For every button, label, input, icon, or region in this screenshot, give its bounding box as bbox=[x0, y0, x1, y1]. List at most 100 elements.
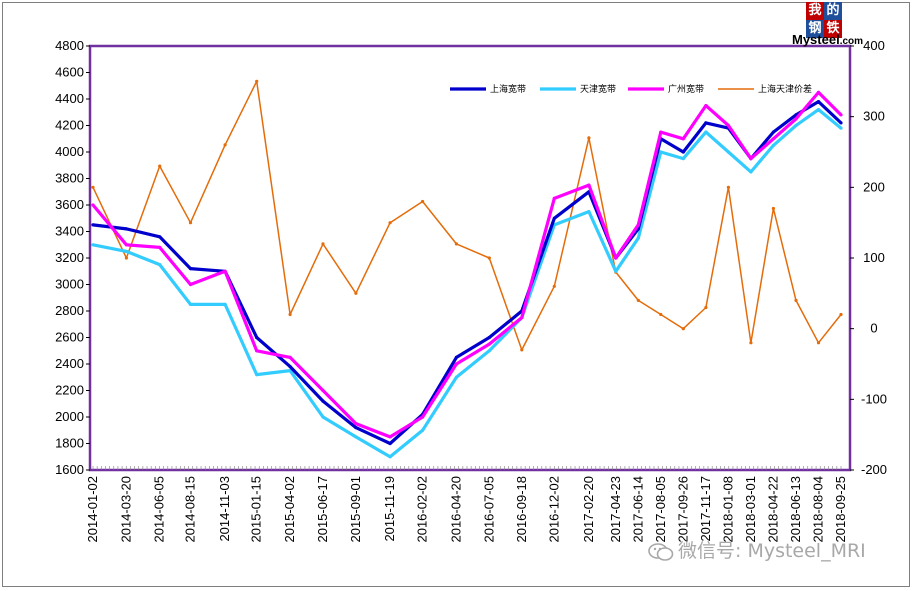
x-tick-label: 2016-12-02 bbox=[546, 476, 561, 543]
data-point bbox=[454, 242, 458, 246]
data-point bbox=[816, 90, 821, 94]
data-point bbox=[771, 130, 776, 134]
y-tick-label: 2600 bbox=[55, 330, 84, 345]
data-point bbox=[321, 388, 325, 393]
logo-suffix: .com bbox=[839, 36, 864, 47]
data-point bbox=[354, 291, 358, 295]
data-point bbox=[354, 426, 358, 430]
wechat-watermark: 微信号: Mysteel_MRI bbox=[648, 536, 866, 563]
x-tick-label: 2017-11-17 bbox=[698, 476, 713, 542]
data-point bbox=[681, 157, 685, 161]
legend: 上海宽带 天津宽带 广州宽带 上海天津价差 bbox=[450, 83, 812, 94]
x-tick-label: 2014-11-03 bbox=[217, 476, 232, 542]
data-point bbox=[749, 157, 753, 161]
data-point bbox=[91, 243, 95, 247]
x-tick-label: 2018-09-25 bbox=[833, 476, 848, 543]
x-tick-label: 2017-02-20 bbox=[581, 476, 596, 543]
data-point bbox=[124, 243, 128, 247]
series-layer bbox=[91, 79, 843, 459]
y-tick-label: 1800 bbox=[55, 436, 84, 451]
data-point bbox=[552, 196, 556, 200]
data-point bbox=[124, 249, 128, 253]
data-point bbox=[520, 316, 524, 320]
data-point bbox=[321, 399, 325, 403]
data-point bbox=[636, 298, 640, 302]
data-point bbox=[223, 143, 227, 147]
data-point bbox=[158, 245, 162, 249]
data-point bbox=[816, 341, 821, 345]
data-point bbox=[487, 342, 491, 346]
y2-tick-label: -100 bbox=[861, 391, 887, 406]
x-tick-label: 2014-08-15 bbox=[182, 476, 197, 543]
data-point bbox=[749, 341, 753, 345]
y-tick-label: 4600 bbox=[55, 65, 84, 80]
data-point bbox=[188, 267, 193, 271]
data-point bbox=[454, 362, 458, 366]
data-point bbox=[704, 121, 708, 125]
y2-tick-label: 100 bbox=[863, 250, 885, 265]
x-tick-label: 2018-08-04 bbox=[810, 476, 825, 543]
data-point bbox=[771, 137, 776, 141]
data-point bbox=[288, 312, 292, 317]
data-point bbox=[587, 210, 591, 214]
data-point bbox=[188, 302, 193, 306]
y-tick-label: 2000 bbox=[55, 409, 84, 424]
data-point bbox=[388, 221, 392, 225]
data-point bbox=[816, 108, 821, 112]
logo-char-4: 铁 bbox=[824, 20, 842, 38]
data-point bbox=[223, 302, 227, 306]
data-point bbox=[321, 415, 325, 419]
y-tick-label: 3400 bbox=[55, 224, 84, 239]
x-tick-label: 2017-08-05 bbox=[653, 476, 668, 543]
x-tick-label: 2015-09-01 bbox=[348, 476, 363, 543]
data-point bbox=[487, 335, 491, 340]
x-tick-label: 2018-01-08 bbox=[720, 476, 735, 543]
x-tick-label: 2017-09-26 bbox=[675, 476, 690, 543]
data-point bbox=[388, 455, 392, 459]
series-3 bbox=[91, 90, 843, 439]
y-tick-label: 2800 bbox=[55, 303, 84, 318]
data-point bbox=[636, 223, 640, 227]
legend-label: 上海天津价差 bbox=[758, 83, 812, 94]
y-tick-label: 1600 bbox=[55, 462, 84, 477]
y2-tick-label: 200 bbox=[863, 179, 885, 194]
plot-border bbox=[88, 44, 852, 472]
logo-brand: Mysteel bbox=[792, 32, 840, 47]
data-point bbox=[288, 365, 292, 369]
data-point bbox=[704, 104, 708, 108]
y-axis-right: -200 -100 0 100 200 300 400 bbox=[850, 38, 887, 477]
x-tick-label: 2017-04-23 bbox=[608, 476, 623, 543]
x-tick-label: 2014-01-02 bbox=[85, 476, 100, 543]
data-point bbox=[794, 117, 798, 121]
y-tick-label: 3800 bbox=[55, 171, 84, 186]
data-point bbox=[552, 216, 556, 220]
x-axis: 2014-01-02 2014-03-20 2014-06-05 2014-08-15… bbox=[85, 466, 848, 543]
data-point bbox=[771, 206, 776, 211]
data-point bbox=[421, 199, 425, 204]
legend-label: 天津宽带 bbox=[580, 83, 616, 94]
x-tick-label: 2014-03-20 bbox=[118, 476, 133, 543]
y-tick-label: 2400 bbox=[55, 356, 84, 371]
y-tick-label: 4800 bbox=[55, 38, 84, 53]
data-point bbox=[421, 428, 425, 432]
y-tick-label: 4000 bbox=[55, 144, 84, 159]
x-tick-label: 2015-01-15 bbox=[249, 476, 264, 543]
data-point bbox=[255, 79, 259, 83]
x-tick-label: 2016-09-18 bbox=[514, 476, 529, 543]
data-point bbox=[421, 415, 425, 419]
data-point bbox=[659, 150, 663, 154]
mysteel-logo: 我 的 钢 铁 Mysteel.com bbox=[792, 2, 882, 48]
watermark-text: 微信号: Mysteel_MRI bbox=[678, 540, 866, 562]
logo-char-3: 钢 bbox=[806, 20, 824, 38]
data-point bbox=[659, 130, 663, 134]
data-point bbox=[794, 123, 798, 128]
data-point bbox=[255, 335, 259, 340]
data-point bbox=[704, 305, 708, 310]
data-point bbox=[839, 126, 843, 130]
data-point bbox=[288, 369, 292, 373]
x-tick-label: 2016-02-02 bbox=[415, 476, 430, 543]
y-tick-label: 3000 bbox=[55, 277, 84, 292]
data-point bbox=[794, 298, 798, 302]
data-point bbox=[124, 256, 128, 260]
